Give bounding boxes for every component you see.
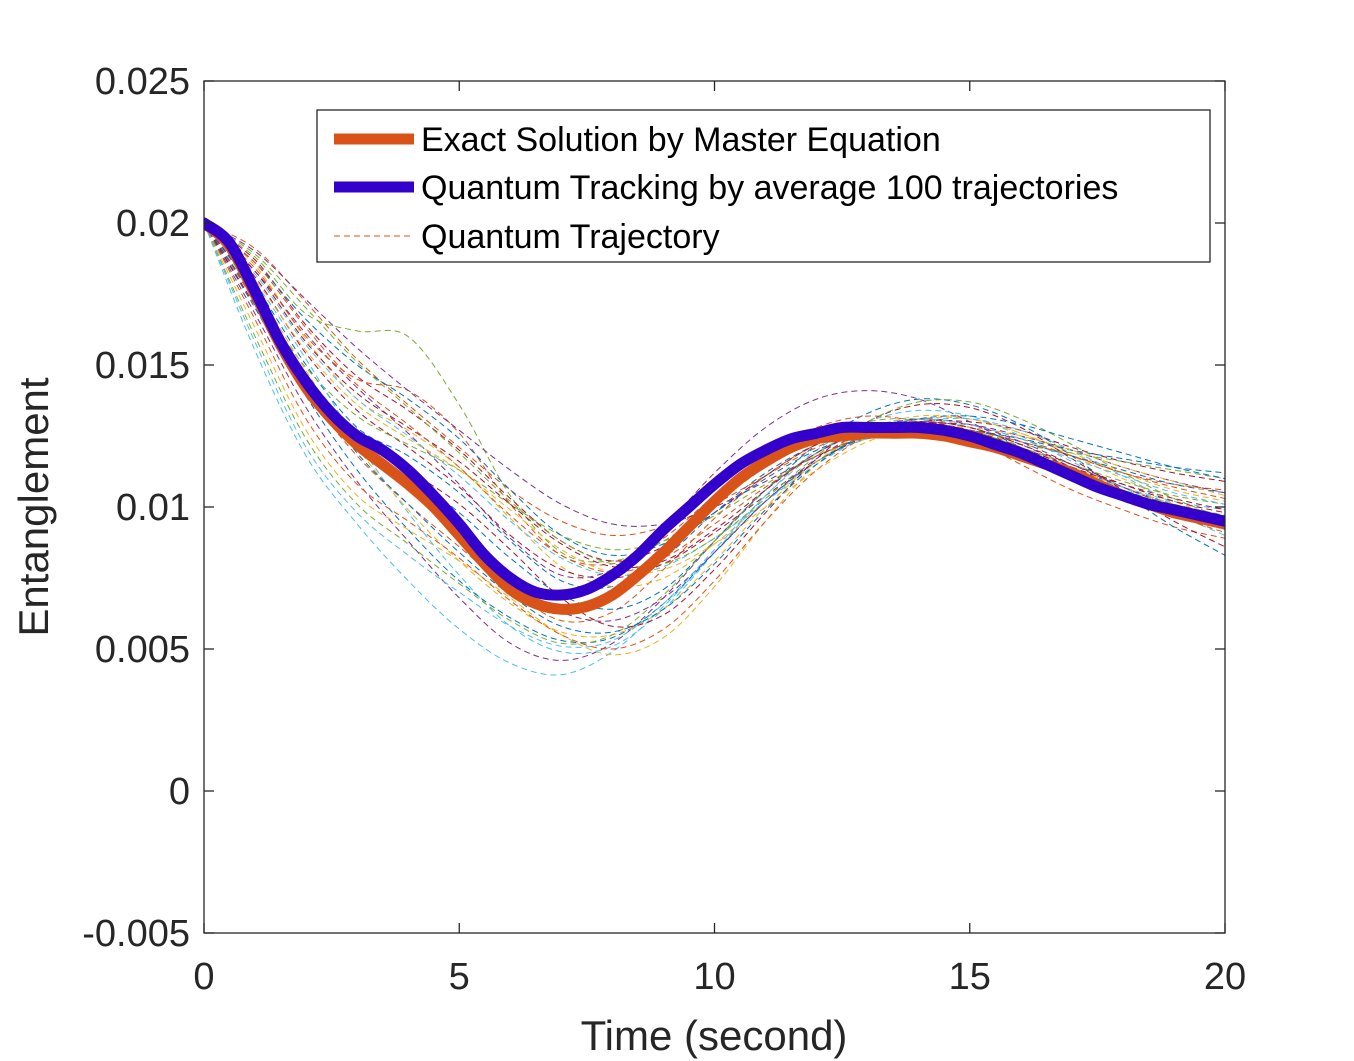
trajectory-line-14 [204, 222, 1225, 562]
trajectory-line-18 [204, 222, 1225, 527]
trajectory-line-22 [204, 222, 1225, 557]
quantum-tracking-line [204, 217, 1225, 601]
trajectory-line-29 [204, 222, 1225, 634]
x-tick-label: 20 [1204, 956, 1246, 998]
y-tick-label: 0.02 [116, 203, 190, 245]
trajectory-line-2 [204, 222, 1225, 623]
trajectory-line-26 [204, 222, 1225, 568]
y-axis-ticks: -0.005 0 0.005 0.01 0.015 0.02 0.025 [82, 61, 1225, 955]
trajectory-line-25 [204, 222, 1225, 622]
legend-box [316, 109, 1211, 263]
legend-label-trajectory: Quantum Trajectory [421, 218, 720, 256]
x-tick-label: 0 [193, 956, 214, 998]
x-tick-label: 15 [949, 956, 991, 998]
legend-label-tracking: Quantum Tracking by average 100 trajecto… [421, 169, 1118, 207]
x-tick-label: 5 [449, 956, 470, 998]
trajectory-line-11 [204, 222, 1225, 579]
y-tick-label: 0.01 [116, 487, 190, 529]
trajectory-line-28 [204, 222, 1225, 569]
trajectory-line-7 [204, 222, 1225, 579]
trajectory-line-30 [204, 222, 1225, 573]
legend: Exact Solution by Master Equation Quantu… [316, 109, 1211, 263]
trajectory-line-10 [204, 222, 1225, 656]
y-tick-label: 0.005 [95, 629, 190, 671]
x-tick-label: 10 [693, 956, 735, 998]
trajectory-line-4 [204, 222, 1225, 661]
x-axis-label: Time (second) [581, 1012, 848, 1059]
trajectory-line-9 [204, 222, 1225, 537]
legend-label-exact: Exact Solution by Master Equation [421, 121, 941, 159]
y-axis-label: Entanglement [10, 377, 57, 637]
y-tick-label: 0 [169, 771, 190, 813]
x-axis-ticks: 0 5 10 15 20 [193, 81, 1246, 998]
main-series-lines [204, 217, 1225, 615]
y-tick-label: 0.015 [95, 345, 190, 387]
trajectory-line-24 [204, 222, 1225, 575]
y-tick-label: -0.005 [82, 913, 190, 955]
trajectory-line-19 [204, 222, 1225, 645]
y-tick-label: 0.025 [95, 61, 190, 103]
trajectory-line-16 [204, 222, 1225, 566]
